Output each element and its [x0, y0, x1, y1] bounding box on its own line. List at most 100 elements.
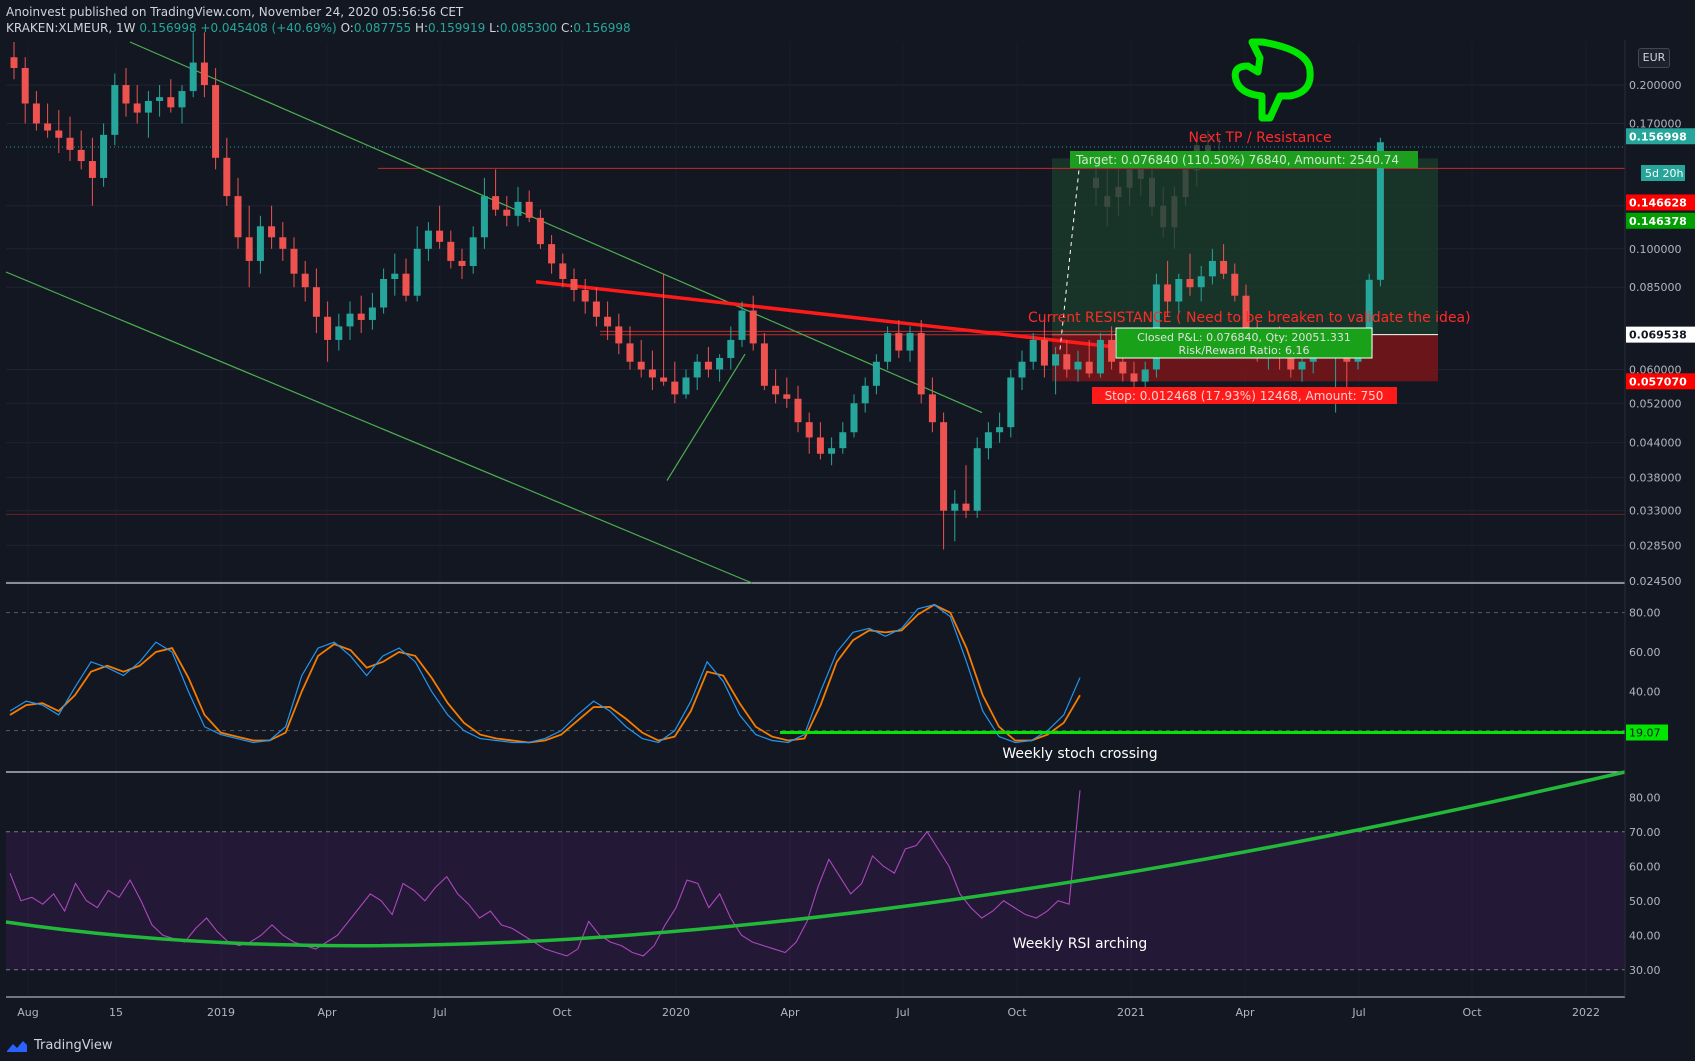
candle-body — [1085, 361, 1093, 374]
price-axis[interactable]: 0.2000000.1700000.1200000.1000000.085000… — [1624, 40, 1695, 1000]
candle-body — [940, 422, 948, 511]
projected-candle-body — [1126, 169, 1133, 188]
footer-brand[interactable]: TradingView — [6, 1038, 113, 1053]
stoch-panel: Weekly stoch crossing — [6, 603, 1625, 762]
projected-candle-body — [1171, 196, 1178, 228]
candle-body — [234, 196, 242, 238]
last-price-badge: 0.156998 — [1629, 130, 1687, 143]
price-tick-label: 0.085000 — [1629, 281, 1682, 294]
candle-body — [1108, 339, 1116, 362]
candle-body — [413, 248, 421, 296]
rsi-tick-label: 60.00 — [1629, 860, 1661, 873]
candle-body — [1287, 357, 1295, 370]
candle-body — [1186, 279, 1194, 288]
candle-body — [346, 313, 354, 327]
candle-body — [559, 263, 567, 280]
candle-body — [749, 310, 757, 344]
candle-body — [637, 361, 645, 370]
candle-body — [55, 130, 63, 138]
candle-body — [290, 248, 298, 274]
candle-body — [380, 279, 388, 308]
symbol-name: KRAKEN:XLMEUR, 1W — [6, 21, 136, 35]
entry-price-badge-bg — [1626, 326, 1695, 343]
time-tick-label: 2019 — [207, 1006, 235, 1019]
green-level-badge: 0.146378 — [1629, 215, 1687, 228]
projected-candle-body — [1149, 177, 1155, 207]
candle-body — [727, 339, 735, 358]
candle-body — [648, 369, 656, 378]
candle-body — [962, 503, 970, 511]
price-tick-label: 0.024500 — [1629, 575, 1682, 588]
candle-body — [32, 103, 40, 124]
candle-body — [312, 287, 320, 317]
candle-body — [671, 381, 679, 395]
candle-body — [660, 377, 668, 382]
time-tick-label: Jul — [432, 1006, 446, 1019]
candle-body — [1175, 279, 1183, 302]
stop-label: Stop: 0.012468 (17.93%) 12468, Amount: 7… — [1105, 389, 1384, 403]
open-label: O: — [340, 21, 354, 35]
candle-body — [189, 62, 197, 92]
candle-body — [895, 333, 903, 351]
low-value: 0.085300 — [499, 21, 558, 35]
candle-body — [1141, 369, 1149, 382]
candle-body — [861, 385, 869, 404]
candle-body — [492, 196, 500, 210]
candle-body — [615, 326, 623, 344]
rsi-tick-label: 50.00 — [1629, 895, 1661, 908]
candle-body — [951, 503, 959, 511]
candle-body — [1231, 273, 1239, 296]
candle-body — [10, 57, 18, 68]
rsi-tick-label: 80.00 — [1629, 791, 1661, 804]
candle-body — [200, 62, 208, 86]
candle-body — [223, 157, 231, 197]
candle-body — [402, 273, 410, 296]
stoch-annotation: Weekly stoch crossing — [1002, 746, 1157, 762]
candle-body — [279, 237, 287, 249]
stoch-d-line — [9, 603, 1081, 744]
candle-body — [884, 333, 892, 362]
candle-body — [592, 301, 600, 317]
stoch-tick-label: 60.00 — [1629, 646, 1661, 659]
projected-candle-body — [1104, 196, 1111, 207]
price-tick-label: 0.038000 — [1629, 471, 1682, 484]
candle-body — [256, 226, 264, 261]
rr-label: Risk/Reward Ratio: 6.16 — [1179, 344, 1310, 357]
time-axis[interactable]: Aug 15 2019 Apr Jul Oct 2020 Apr Jul Oct 2021 Apr Ju… — [17, 1006, 1600, 1019]
candle-body — [1063, 354, 1071, 370]
candle-body — [245, 237, 253, 261]
price-tick-label: 0.170000 — [1629, 117, 1682, 130]
candle-body — [772, 385, 780, 395]
candle-body — [357, 313, 365, 320]
candle-body — [816, 437, 824, 454]
next-tp-label: Next TP / Resistance — [1188, 130, 1331, 146]
candle-body — [436, 230, 444, 242]
candle-body — [77, 149, 85, 162]
rsi-band — [6, 831, 1625, 970]
candle-body — [424, 230, 432, 249]
price-tick-label: 0.028500 — [1629, 539, 1682, 552]
green-level-badge-bg — [1626, 212, 1695, 229]
candle-body — [704, 361, 712, 370]
candle-body — [604, 316, 612, 327]
resistance-badge-bg — [1626, 194, 1695, 211]
time-tick-label: Apr — [780, 1006, 800, 1019]
candle-body — [805, 422, 813, 438]
currency-button[interactable]: EUR — [1638, 48, 1670, 68]
candle-body — [1029, 339, 1037, 362]
candle-body — [44, 123, 52, 131]
price-tick-label: 0.100000 — [1629, 243, 1682, 256]
stoch-tick-label: 80.00 — [1629, 607, 1661, 620]
candle-body — [716, 357, 724, 370]
price-tick-label: 0.200000 — [1629, 79, 1682, 92]
candle-body — [794, 398, 802, 423]
candle-body — [167, 97, 175, 108]
countdown-badge: 5d 20h — [1645, 167, 1683, 180]
close-label: C: — [560, 21, 574, 35]
pnl-box — [1115, 327, 1373, 359]
candle-body — [514, 201, 522, 216]
resistance-trend-line — [535, 279, 1116, 349]
candle-body — [1040, 339, 1048, 366]
candle-body — [839, 432, 847, 449]
